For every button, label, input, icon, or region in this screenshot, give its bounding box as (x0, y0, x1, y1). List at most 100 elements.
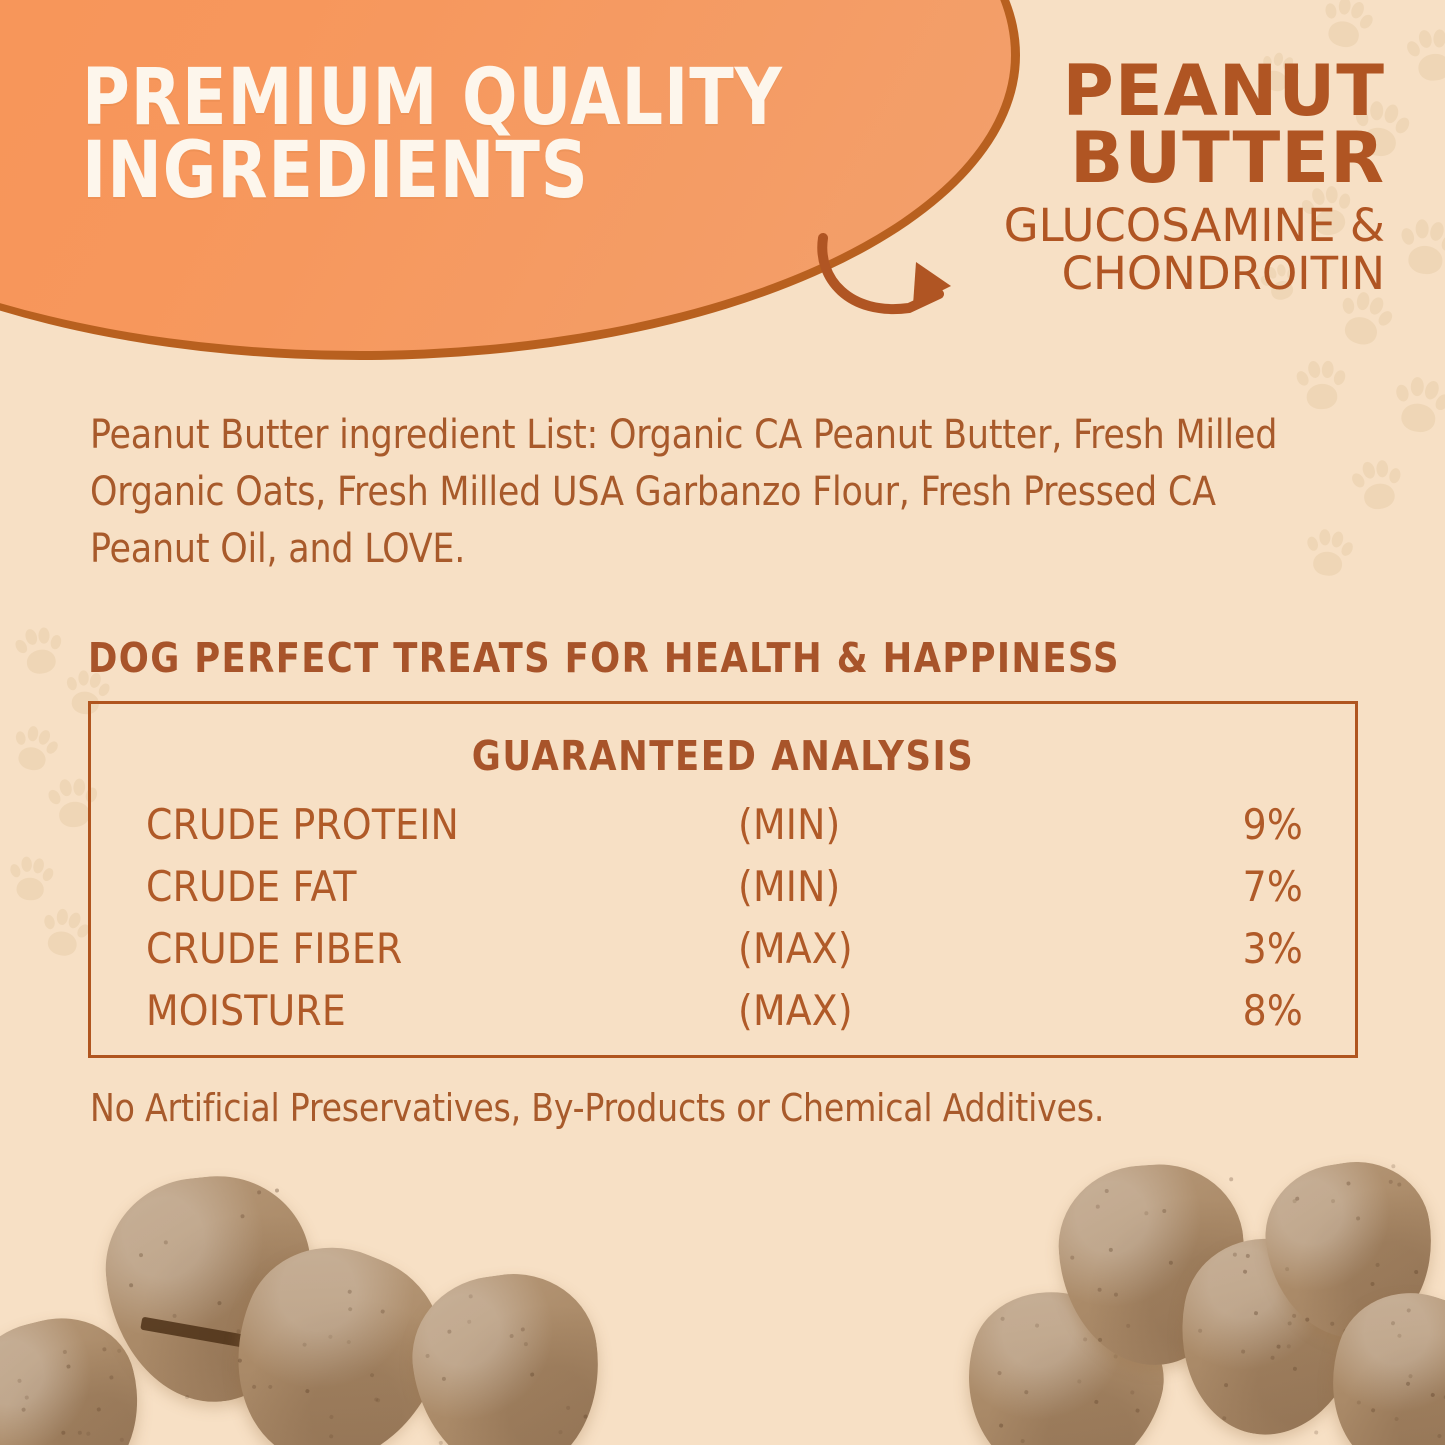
treat-texture-speck (1292, 1314, 1297, 1319)
treat-texture-speck (1126, 1324, 1130, 1328)
treat-texture-speck (1314, 1430, 1319, 1435)
premium-quality-banner-text: PREMIUM QUALITY INGREDIENTS (82, 62, 783, 209)
treat-texture-speck (329, 1414, 334, 1419)
treat-texture-speck (1270, 1356, 1275, 1361)
analysis-row: CRUDE PROTEIN (MIN) 9% (146, 800, 1303, 862)
treat-texture-speck (302, 1342, 307, 1347)
treat-texture-speck (1114, 1292, 1118, 1296)
treat-texture-speck (381, 1309, 386, 1314)
analysis-qualifier: (MIN) (738, 862, 1138, 911)
treat-texture-speck (77, 1430, 82, 1435)
treat-texture-speck (1229, 1177, 1233, 1181)
analysis-qualifier: (MAX) (738, 924, 1138, 973)
treat-texture-speck (469, 1295, 474, 1300)
treat-texture-speck (1001, 1316, 1006, 1321)
analysis-value: 3% (1138, 924, 1303, 973)
guaranteed-analysis-box: GUARANTEED ANALYSIS CRUDE PROTEIN (MIN) 9%… (88, 701, 1358, 1058)
treat-texture-speck (998, 1423, 1003, 1428)
treat-texture-speck (1035, 1323, 1040, 1328)
treat-texture-speck (530, 1372, 535, 1377)
ingredient-list-text: Peanut Butter ingredient List: Organic C… (90, 407, 1341, 577)
treat-texture-speck (1388, 1180, 1393, 1185)
treat-texture-speck (257, 1190, 261, 1194)
treat-texture-speck (109, 1375, 114, 1380)
treat-texture-speck (1135, 1408, 1140, 1413)
treat-texture-speck (1394, 1416, 1399, 1421)
treat-texture-speck (1292, 1199, 1297, 1204)
treat-texture-speck (62, 1350, 67, 1355)
paw-print-icon (1395, 211, 1445, 279)
treat-texture-speck (1094, 1399, 1099, 1404)
treat-texture-speck (447, 1330, 452, 1335)
dog-treat (1306, 1273, 1445, 1445)
product-subtitle-line-1: GLUCOSAMINE & (1004, 202, 1385, 250)
treat-texture-speck (523, 1342, 528, 1347)
product-label-page: PREMIUM QUALITY INGREDIENTS PEANUT BUTTE… (0, 0, 1445, 1445)
paw-print-icon (35, 900, 94, 962)
treat-texture-speck (237, 1358, 242, 1363)
analysis-row: CRUDE FIBER (MAX) 3% (146, 924, 1303, 986)
product-subtitle: GLUCOSAMINE & CHONDROITIN (1004, 202, 1385, 297)
treat-texture-speck (467, 1320, 472, 1325)
treat-texture-speck (185, 1395, 189, 1399)
treat-texture-speck (1285, 1267, 1290, 1272)
treat-texture-speck (328, 1434, 333, 1439)
treat-texture-speck (1391, 1164, 1396, 1169)
treat-texture-speck (1408, 1374, 1413, 1379)
treat-texture-speck (1108, 1248, 1112, 1252)
disclaimer-text: No Artificial Preservatives, By-Products… (90, 1086, 1104, 1130)
treat-texture-speck (521, 1327, 526, 1332)
treat-texture-speck (1145, 1211, 1149, 1215)
treat-texture-speck (1391, 1320, 1396, 1325)
treat-texture-speck (1113, 1354, 1118, 1359)
treat-texture-speck (558, 1430, 563, 1435)
paw-print-icon (1293, 353, 1349, 412)
analysis-nutrient-label: CRUDE FIBER (146, 924, 738, 973)
treat-texture-speck (425, 1354, 430, 1359)
treat-texture-speck (1331, 1199, 1336, 1204)
treat-texture-speck (102, 1347, 107, 1352)
analysis-row: MOISTURE (MAX) 8% (146, 986, 1303, 1048)
treat-texture-speck (1295, 1196, 1300, 1201)
treat-texture-speck (1243, 1270, 1248, 1275)
analysis-row: CRUDE FAT (MIN) 7% (146, 862, 1303, 924)
analysis-nutrient-label: MOISTURE (146, 986, 738, 1035)
treat-texture-speck (86, 1431, 91, 1436)
treat-texture-speck (1182, 1331, 1186, 1335)
treat-texture-speck (1343, 1329, 1348, 1334)
treat-texture-speck (282, 1273, 286, 1277)
treat-texture-speck (1083, 1337, 1088, 1342)
dog-treat (1255, 1151, 1445, 1350)
treat-texture-speck (139, 1253, 143, 1257)
treat-texture-speck (1375, 1262, 1380, 1267)
paw-print-icon (6, 851, 56, 904)
product-subtitle-line-2: CHONDROITIN (1004, 250, 1385, 298)
treat-texture-speck (97, 1407, 102, 1412)
guaranteed-analysis-title: GUARANTEED ANALYSIS (116, 732, 1329, 780)
treat-texture-speck (1292, 1366, 1297, 1371)
treat-texture-speck (286, 1290, 290, 1294)
dog-treat (97, 1167, 324, 1412)
guaranteed-analysis-rows: CRUDE PROTEIN (MIN) 9% CRUDE FAT (MIN) 7% CRUD… (146, 800, 1303, 1048)
treat-texture-speck (1161, 1343, 1166, 1348)
treat-texture-speck (1397, 1182, 1402, 1187)
treat-texture-speck (1020, 1439, 1025, 1444)
treat-texture-speck (1370, 1281, 1375, 1286)
analysis-qualifier: (MAX) (738, 986, 1138, 1035)
treat-texture-speck (1246, 1253, 1251, 1258)
treat-texture-speck (441, 1376, 446, 1381)
treat-texture-speck (1104, 1189, 1108, 1193)
treat-texture-speck (997, 1371, 1002, 1376)
treat-texture-speck (1241, 1349, 1246, 1354)
treat-texture-speck (1222, 1416, 1227, 1421)
treat-texture-speck (1330, 1321, 1335, 1326)
treat-texture-speck (1370, 1407, 1375, 1412)
treat-texture-speck (305, 1388, 310, 1393)
treat-texture-speck (346, 1340, 351, 1345)
analysis-value: 9% (1138, 800, 1303, 849)
product-flavor-line-2: BUTTER (1004, 125, 1385, 192)
treat-texture-speck (66, 1364, 71, 1369)
paw-print-icon (1315, 0, 1379, 54)
treat-texture-speck (1130, 1390, 1135, 1395)
paw-print-icon (1403, 21, 1445, 85)
